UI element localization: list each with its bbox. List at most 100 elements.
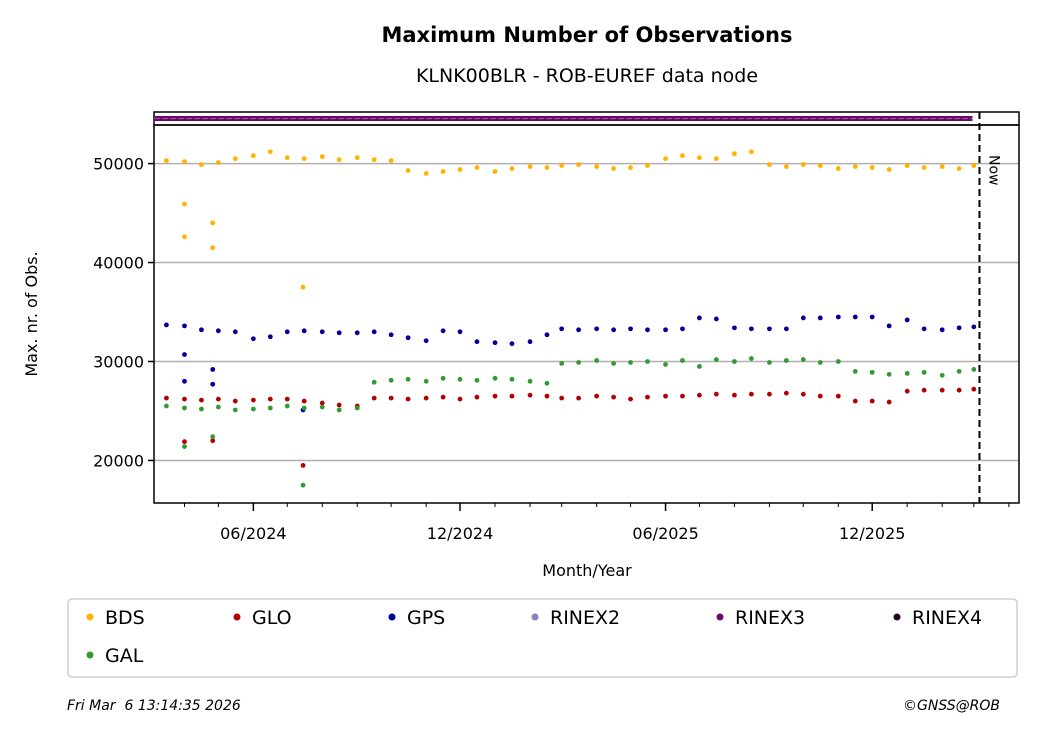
gal-outlier-point [300,482,306,488]
gal-point [852,368,858,374]
bds-point [319,154,325,160]
gal-point [457,376,463,382]
bds-point [594,164,600,169]
legend-label-glo: GLO [252,607,292,629]
gal-point [645,359,650,364]
gps-point [284,329,290,335]
x-tick-label: 12/2025 [839,524,905,543]
bds-point [939,164,945,169]
bds-point [474,165,480,170]
glo-point [783,390,789,396]
glo-point [164,395,169,401]
gal-point [800,357,806,362]
gal-point [423,378,429,384]
gps-point [509,341,515,347]
gps-outlier-point [210,367,216,372]
legend-marker-gps [388,613,396,621]
bds-point [354,155,360,161]
bds-outlier-point [182,201,187,207]
glo-point [680,393,685,399]
glo-point [267,396,273,402]
legend-marker-glo [233,613,241,621]
chart-subtitle: KLNK00BLR - ROB-EUREF data node [416,65,758,87]
glo-point [509,393,515,399]
glo-point [492,393,498,399]
legend-label-bds: BDS [105,607,145,629]
gps-point [817,315,823,321]
bds-point [904,163,910,168]
gps-point [164,322,169,328]
glo-point [904,388,910,394]
glo-point [423,395,429,401]
copyright: ©GNSS@ROB [903,698,1000,714]
glo-outlier-point [210,438,216,444]
gal-point [336,407,342,413]
glo-point [527,392,533,398]
gps-outlier-point [182,378,187,384]
glo-point [611,394,617,400]
bds-point [440,169,446,174]
gal-point [576,360,581,365]
glo-point [886,399,892,405]
gps-point [835,314,841,320]
y-tick-label: 40000 [93,254,144,273]
gal-point [956,368,962,374]
bds-point [215,160,221,166]
glo-point [215,396,221,402]
gps-point [576,327,581,333]
gal-point [164,403,169,409]
gps-point [611,327,617,333]
gal-point [835,359,841,364]
bds-point [544,165,550,170]
glo-point [250,397,256,403]
bds-point [697,155,702,161]
bds-point [457,167,463,172]
gal-point [405,376,411,382]
gal-point [440,375,446,381]
gps-point [921,326,927,332]
bds-outlier-point [182,234,187,240]
gal-point [594,358,600,363]
gps-point [199,327,204,333]
bds-point [783,164,789,169]
legend-label-rinex2: RINEX2 [550,607,620,629]
gal-point [886,371,892,377]
bds-point [509,166,515,171]
glo-point [921,387,927,393]
gal-point [371,379,377,385]
gps-point [680,326,685,332]
gal-point [783,358,789,363]
glo-point [199,397,204,403]
gps-point [559,326,565,332]
x-axis: 06/2024 12/2024 06/2025 12/2025 [183,503,1010,543]
gal-point [284,403,290,409]
glo-point [939,387,945,393]
gps-point [457,329,463,335]
bds-point [423,171,429,176]
gal-point [319,404,325,410]
gal-point [817,360,823,365]
legend-marker-bds [86,613,94,621]
bds-point [250,153,256,159]
legend-marker-rinex3 [716,613,724,621]
gal-point [182,405,187,411]
glo-point [232,398,238,404]
plot-frame [153,124,1020,504]
glo-point [319,400,325,406]
gps-point [354,330,360,336]
gps-point [423,338,429,344]
glo-point [628,396,633,402]
glo-point [800,391,806,397]
glo-point [182,396,187,402]
bds-point [680,153,685,159]
gps-outlier-point [182,352,187,357]
gps-point [440,328,446,334]
gps-point [852,314,858,320]
gal-point [492,375,498,381]
gps-point [405,335,411,341]
bds-point [971,163,977,168]
glo-point [371,395,377,401]
timestamp: Fri Mar 6 13:14:35 2026 [67,698,241,714]
gal-outlier-point [210,434,216,440]
